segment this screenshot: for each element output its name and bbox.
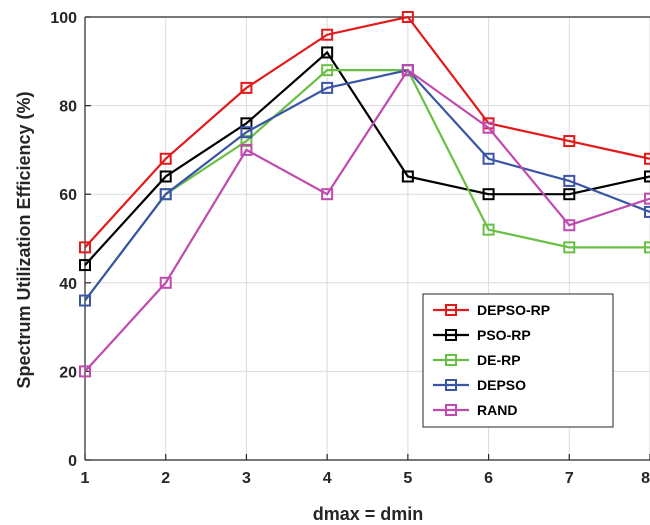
data-point	[321, 188, 334, 201]
series-rand	[79, 64, 650, 378]
y-tick-label: 40	[59, 276, 77, 293]
legend-marker	[445, 304, 457, 316]
legend-item: DE-RP	[433, 352, 521, 368]
series-layer	[79, 11, 650, 378]
y-tick-label: 0	[68, 453, 77, 470]
legend-item: DEPSO	[433, 377, 526, 393]
legend-item: RAND	[433, 402, 517, 418]
axes	[84, 16, 650, 461]
legend-item: DEPSO-RP	[433, 302, 550, 318]
legend-item: PSO-RP	[433, 327, 531, 343]
x-tick-label: 2	[161, 470, 170, 487]
legend-label: DEPSO	[477, 377, 526, 393]
data-point	[79, 294, 91, 307]
x-tick-label: 3	[242, 470, 251, 487]
data-point	[482, 121, 495, 134]
y-tick-label: 100	[50, 10, 77, 27]
x-tick-label: 6	[484, 470, 493, 487]
x-axis-title: dmax = dmin	[313, 504, 424, 524]
data-point	[563, 174, 576, 187]
legend-label: DE-RP	[477, 352, 521, 368]
series-line	[84, 69, 650, 302]
data-point	[159, 188, 172, 201]
legend: DEPSO-RP PSO-RP DE-RP DEPSO RAND	[422, 293, 614, 428]
data-point	[563, 219, 576, 232]
data-point	[644, 205, 650, 218]
data-point	[79, 365, 91, 378]
data-point	[321, 46, 334, 59]
data-point	[482, 223, 495, 236]
y-axis-title: Spectrum Utilization Efficiency (%)	[14, 91, 34, 388]
data-point	[563, 188, 576, 201]
data-point	[644, 152, 650, 165]
y-tick-label: 80	[59, 99, 77, 116]
series-line	[84, 68, 650, 373]
data-point	[240, 135, 253, 148]
data-point	[563, 241, 576, 254]
series-line	[84, 15, 650, 249]
data-point	[79, 241, 91, 254]
data-point	[482, 188, 495, 201]
legend-marker	[445, 354, 457, 366]
series-pso-rp	[79, 46, 650, 272]
data-point	[240, 81, 253, 94]
data-point	[240, 126, 253, 139]
x-tick-label: 5	[403, 470, 412, 487]
legend-marker	[445, 379, 457, 391]
series-line	[84, 50, 650, 266]
x-tick-label: 4	[323, 470, 332, 487]
y-tick-label: 20	[59, 364, 77, 381]
data-point	[79, 259, 91, 272]
data-point	[563, 135, 576, 148]
data-point	[321, 81, 334, 94]
legend-marker	[445, 404, 457, 416]
data-point	[401, 11, 414, 23]
data-point	[240, 143, 253, 156]
data-point	[401, 64, 414, 77]
data-point	[644, 241, 650, 254]
data-point	[644, 192, 650, 205]
data-point	[159, 152, 172, 165]
data-point	[321, 28, 334, 41]
data-point	[240, 117, 253, 130]
legend-marker	[445, 329, 457, 341]
x-tick-label: 7	[565, 470, 574, 487]
legend-label: DEPSO-RP	[477, 302, 550, 318]
data-point	[321, 64, 334, 77]
data-point	[401, 170, 414, 183]
x-tick-label: 8	[641, 470, 650, 487]
data-point	[644, 170, 650, 183]
series-line	[84, 68, 650, 302]
y-tick-label: 60	[59, 187, 77, 204]
tick-labels: 0 20 40 60 80 100 1 2 3 4 5 6 7 8	[50, 10, 650, 487]
legend-label: RAND	[477, 402, 517, 418]
data-point	[482, 152, 495, 165]
legend-label: PSO-RP	[477, 327, 531, 343]
x-tick-label: 1	[81, 470, 90, 487]
data-point	[159, 276, 172, 289]
data-point	[159, 170, 172, 183]
